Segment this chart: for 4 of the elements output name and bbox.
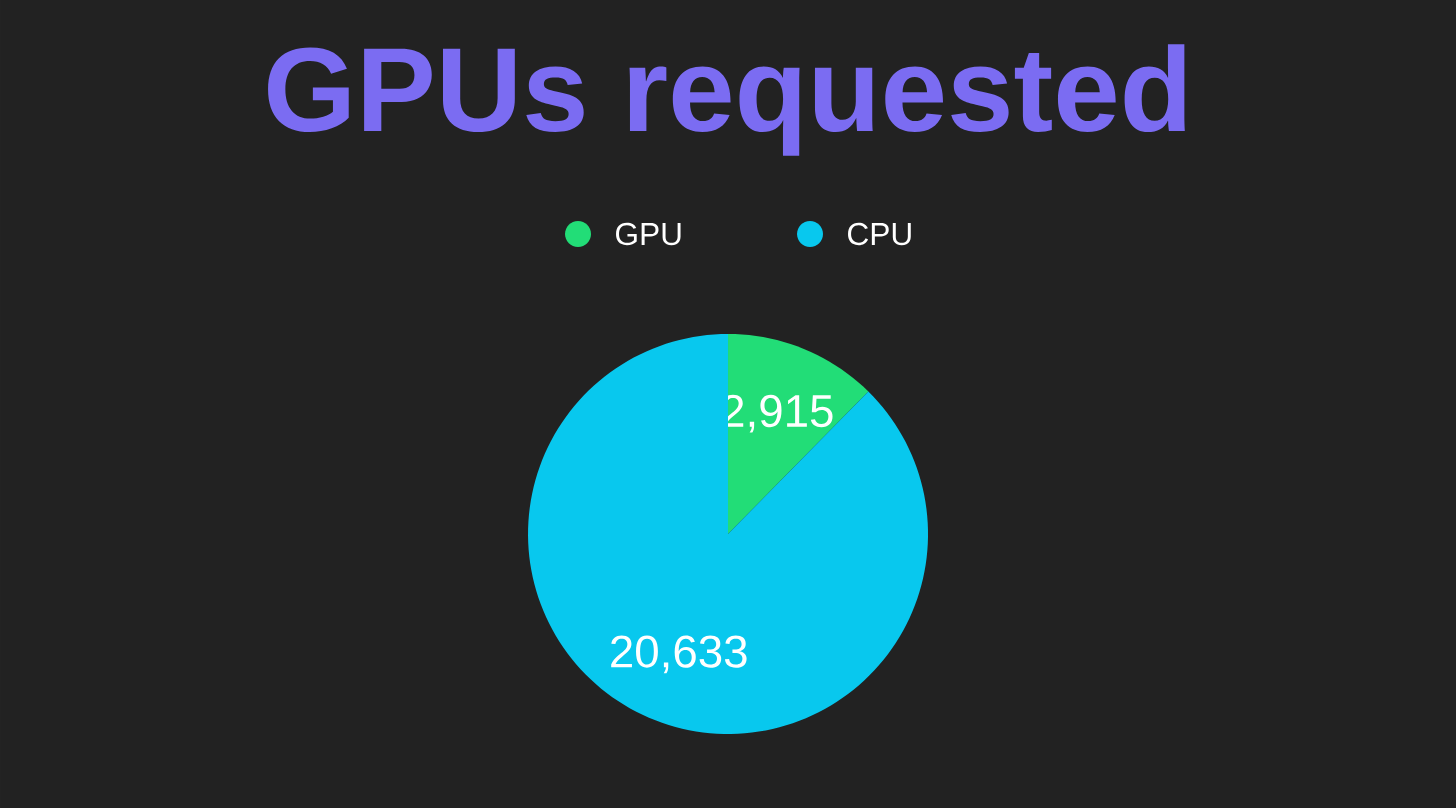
data-label: 20,633 (611, 635, 747, 674)
legend-label: CPU (848, 222, 911, 246)
legend-label: GPU (616, 222, 681, 246)
chart-title: GPUs requested (268, 44, 1185, 156)
